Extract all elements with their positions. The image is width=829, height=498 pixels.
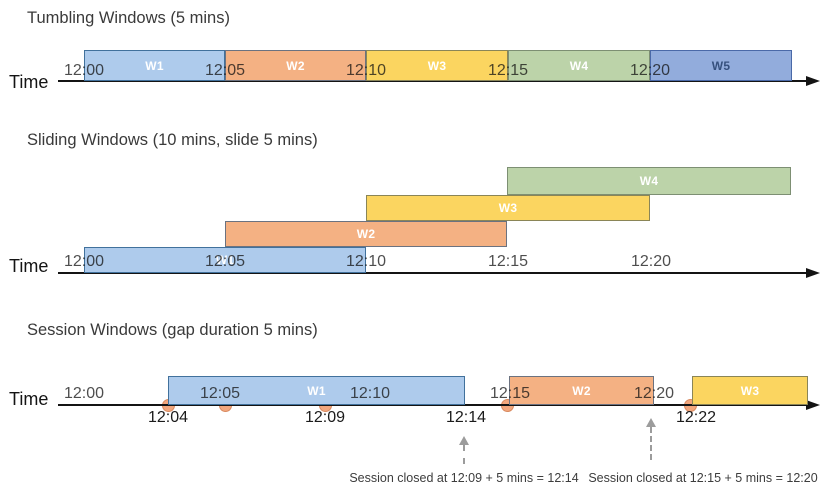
- sliding-title: Sliding Windows (10 mins, slide 5 mins): [27, 131, 318, 149]
- session-axis-arrow-icon: [806, 400, 820, 410]
- tumbling-tick-1210: 12:10: [345, 62, 387, 79]
- session-annotation-1: Session closed at 12:09 + 5 mins = 12:14: [349, 471, 579, 485]
- sliding-time-label: Time: [9, 256, 49, 276]
- session-close-arrow-1-head-icon: [459, 436, 469, 445]
- sliding-tick-1200: 12:00: [63, 253, 105, 270]
- session-annotation-2: Session closed at 12:15 + 5 mins = 12:20: [588, 471, 818, 485]
- tumbling-axis-arrow-icon: [806, 76, 820, 86]
- sliding-w2-label: W2: [356, 227, 376, 241]
- session-w1-label: W1: [307, 383, 326, 398]
- sliding-window-w2: W2: [225, 221, 507, 247]
- session-event-label-1214: 12:14: [445, 409, 487, 426]
- tumbling-window-w5: W5: [650, 50, 792, 81]
- session-close-arrow-2-head-icon: [646, 418, 656, 427]
- session-title: Session Windows (gap duration 5 mins): [27, 321, 318, 339]
- sliding-w1-label: W1: [215, 253, 235, 267]
- sliding-tick-1220: 12:20: [630, 253, 672, 270]
- session-window-w3: W3: [692, 376, 808, 405]
- sliding-tick-1215: 12:15: [487, 253, 529, 270]
- session-window-w2: W2: [509, 376, 654, 405]
- tumbling-title: Tumbling Windows (5 mins): [27, 9, 230, 27]
- tumbling-tick-1200: 12:00: [63, 62, 105, 79]
- sliding-window-w4: W4: [507, 167, 791, 195]
- session-close-arrow-1: [463, 445, 465, 464]
- session-time-label: Time: [9, 389, 49, 409]
- tumbling-w4-label: W4: [569, 58, 589, 73]
- tumbling-tick-1215: 12:15: [487, 62, 529, 79]
- session-w2-label: W2: [572, 383, 591, 398]
- session-event-label-1209: 12:09: [304, 409, 346, 426]
- sliding-window-w3: W3: [366, 195, 650, 221]
- tumbling-window-w3: W3: [366, 50, 508, 81]
- session-window-w1: W1: [168, 376, 465, 405]
- session-w3-label: W3: [740, 383, 760, 398]
- session-tick-1215: 12:15: [489, 385, 531, 402]
- sliding-tick-1210: 12:10: [345, 253, 387, 270]
- session-tick-1200: 12:00: [63, 385, 105, 402]
- tumbling-w3-label: W3: [427, 58, 447, 73]
- sliding-w3-label: W3: [498, 201, 518, 215]
- tumbling-window-w2: W2: [225, 50, 366, 81]
- session-event-label-1222: 12:22: [675, 409, 717, 426]
- tumbling-window-w4: W4: [508, 50, 650, 81]
- tumbling-time-label: Time: [9, 72, 49, 92]
- sliding-axis-line: [58, 272, 808, 274]
- session-tick-1220: 12:20: [633, 385, 675, 402]
- tumbling-w1-label: W1: [145, 58, 164, 73]
- tumbling-w2-label: W2: [286, 58, 305, 73]
- session-event-label-1204: 12:04: [147, 409, 189, 426]
- session-tick-1205: 12:05: [199, 385, 241, 402]
- sliding-tick-1205: 12:05: [204, 253, 246, 270]
- tumbling-tick-1205: 12:05: [204, 62, 246, 79]
- sliding-axis-arrow-icon: [806, 268, 820, 278]
- sliding-window-w1: W1: [84, 247, 366, 273]
- tumbling-axis-line: [58, 80, 808, 82]
- session-close-arrow-2: [650, 427, 652, 460]
- tumbling-tick-1220: 12:20: [629, 62, 671, 79]
- tumbling-window-w1: W1: [84, 50, 225, 81]
- session-tick-1210: 12:10: [349, 385, 391, 402]
- session-axis-line: [58, 404, 808, 406]
- sliding-w4-label: W4: [639, 174, 659, 188]
- tumbling-w5-label: W5: [711, 58, 731, 73]
